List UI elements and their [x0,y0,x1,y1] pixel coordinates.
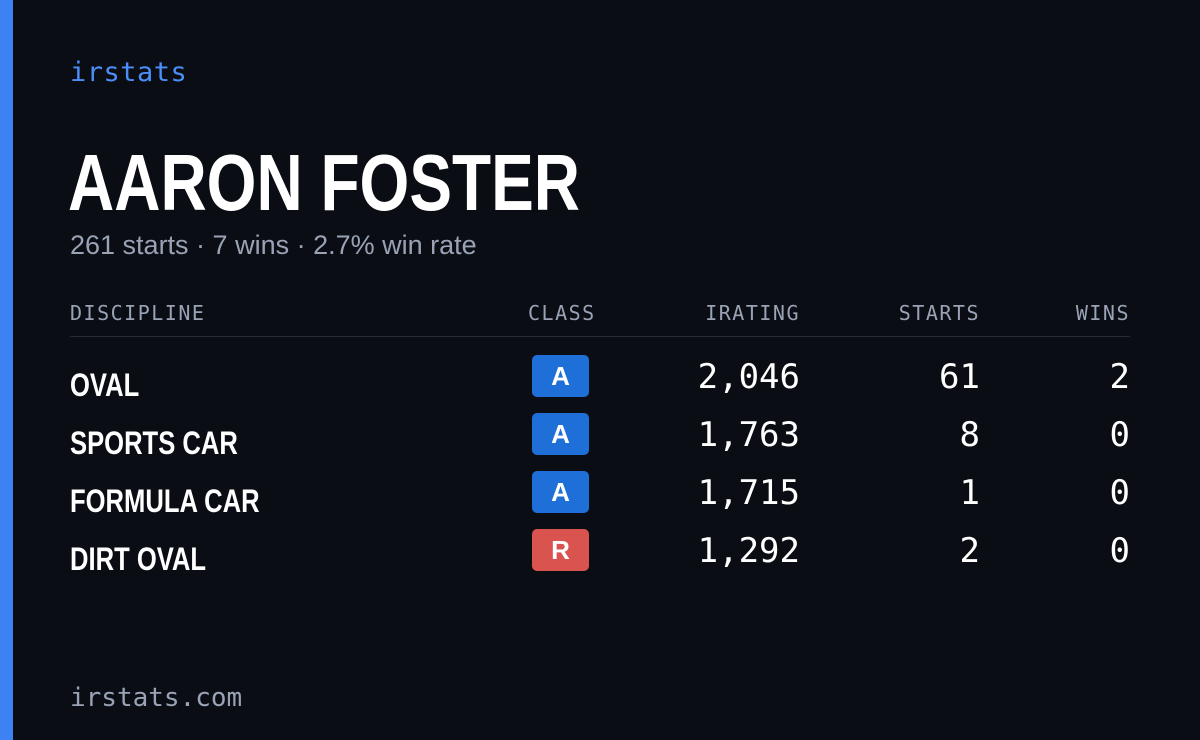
wins-value: 2 [1109,357,1130,397]
player-summary: 261 starts · 7 wins · 2.7% win rate [70,230,477,260]
table-header: DISCIPLINE CLASS IRATING STARTS WINS [70,296,1130,337]
irating-value: 1,292 [697,531,800,571]
discipline-name: FORMULA CAR [70,483,260,519]
accent-bar [0,0,13,740]
irating-value: 1,763 [697,415,800,455]
discipline-name: DIRT OVAL [70,541,207,577]
discipline-name: OVAL [70,367,140,403]
table-row: FORMULA CAR A 1,715 1 0 [70,469,1130,527]
class-badge: A [532,413,589,455]
starts-value: 2 [959,531,980,571]
footer-url: irstats.com [70,683,243,713]
table-row: SPORTS CAR A 1,763 8 0 [70,411,1130,469]
class-badge: A [532,471,589,513]
header-class: CLASS [528,301,596,325]
class-badge: A [532,355,589,397]
header-starts: STARTS [898,301,980,325]
header-irating: IRATING [705,301,800,325]
discipline-name: SPORTS CAR [70,425,238,461]
wins-value: 0 [1109,415,1130,455]
irating-value: 1,715 [697,473,800,513]
discipline-table: DISCIPLINE CLASS IRATING STARTS WINS OVA… [70,296,1130,585]
player-name: AARON FOSTER [68,138,580,227]
header-wins: WINS [1075,301,1130,325]
table-row: DIRT OVAL R 1,292 2 0 [70,527,1130,585]
starts-value: 8 [959,415,980,455]
wins-value: 0 [1109,531,1130,571]
header-discipline: DISCIPLINE [70,301,206,325]
table-body: OVAL A 2,046 61 2 SPORTS CAR A 1,763 8 0… [70,337,1130,585]
table-row: OVAL A 2,046 61 2 [70,353,1130,411]
wins-value: 0 [1109,473,1130,513]
irating-value: 2,046 [697,357,800,397]
brand-logo-text: irstats [70,57,188,88]
starts-value: 61 [939,357,980,397]
class-badge: R [532,529,589,571]
starts-value: 1 [959,473,980,513]
